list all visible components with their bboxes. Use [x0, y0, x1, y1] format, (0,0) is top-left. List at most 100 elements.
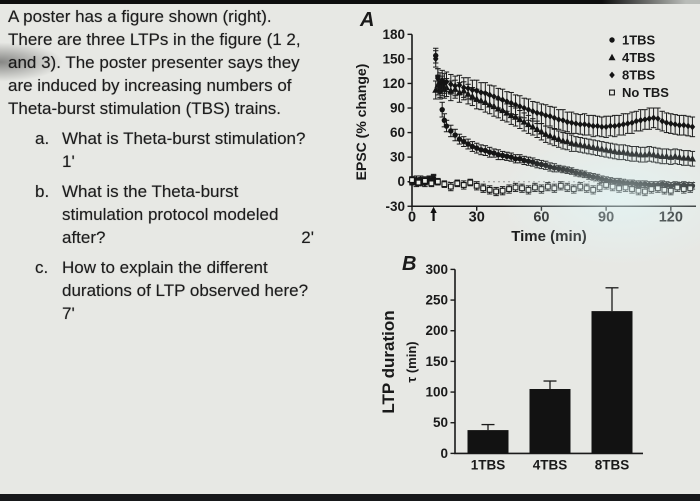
open-square-marker — [667, 187, 674, 194]
diamond-marker — [616, 121, 622, 129]
open-square-marker — [680, 186, 687, 193]
x-tick-label: 120 — [659, 210, 683, 226]
y-tick-label: 50 — [433, 415, 448, 430]
x-tick-label: 60 — [533, 210, 549, 226]
diamond-marker — [517, 102, 523, 110]
y-tick-label: 200 — [425, 323, 448, 338]
bar-8TBS — [591, 311, 633, 454]
bar-category-label: 1TBS — [471, 458, 506, 473]
panel-label-a: A — [359, 9, 374, 31]
open-square-marker — [409, 177, 415, 184]
diamond-marker — [586, 121, 592, 129]
item-label: a. — [35, 129, 50, 148]
diamond-marker — [555, 116, 562, 123]
open-square-marker — [499, 187, 506, 194]
stimulation-arrow-head — [430, 206, 437, 213]
open-square-marker — [603, 182, 610, 188]
item-text: durations of LTP observed here? — [62, 281, 309, 300]
diamond-marker — [637, 116, 644, 124]
open-square-marker — [609, 89, 615, 96]
open-square-marker — [570, 186, 577, 193]
question-line: There are three LTPs in the figure (1 2, — [8, 30, 301, 49]
item-text: What is Theta-burst stimulation? — [62, 129, 306, 148]
open-square-marker — [583, 185, 590, 192]
diamond-marker — [672, 120, 678, 128]
open-square-marker — [648, 186, 655, 193]
diamond-marker — [624, 120, 631, 127]
diamond-marker — [491, 93, 497, 100]
bar-category-label: 4TBS — [533, 458, 568, 473]
diamond-marker — [564, 118, 571, 126]
y-tick-label: 150 — [382, 51, 405, 66]
y-axis-title: LTP duration — [379, 310, 398, 413]
diamond-marker — [581, 120, 588, 128]
triangle-marker — [608, 53, 616, 61]
diamond-marker — [547, 112, 553, 120]
item-text: stimulation protocol modeled — [62, 205, 279, 224]
open-square-marker — [415, 179, 422, 186]
y-tick-label: 0 — [397, 174, 405, 189]
open-square-marker — [493, 188, 500, 195]
question-line: Theta-burst stimulation (TBS) trains. — [8, 99, 282, 118]
diamond-marker — [452, 82, 458, 90]
open-square-marker — [687, 185, 694, 192]
y-tick-label: 250 — [425, 293, 448, 308]
diamond-marker — [642, 116, 648, 123]
question-item-c: c. How to explain the different duration… — [8, 256, 358, 325]
legend-item-No-TBS: No TBS — [609, 85, 669, 100]
bottom-bezel — [0, 494, 700, 501]
open-square-marker — [557, 182, 564, 189]
question-line: and 3). The poster presenter says they — [8, 53, 300, 72]
open-square-marker — [525, 186, 532, 193]
y-tick-label: -30 — [385, 199, 405, 214]
circle-marker — [443, 123, 450, 129]
legend-item-4TBS: 4TBS — [608, 50, 656, 65]
legend-item-8TBS: 8TBS — [609, 68, 656, 83]
open-square-marker — [544, 183, 551, 190]
y-tick-label: 0 — [440, 446, 448, 461]
item-text: What is the Theta-burst — [62, 182, 239, 201]
open-square-marker — [596, 184, 603, 191]
item-label: c. — [35, 258, 49, 277]
y-axis-title: EPSC (% change) — [353, 64, 369, 181]
open-square-marker — [434, 178, 441, 185]
open-square-marker — [480, 185, 487, 192]
open-square-marker — [538, 186, 545, 193]
open-square-marker — [473, 182, 480, 189]
legend-label: No TBS — [622, 85, 669, 100]
open-square-marker — [629, 186, 635, 193]
open-square-marker — [654, 185, 661, 192]
diamond-marker — [633, 117, 640, 125]
y-axis-subtitle: τ (min) — [404, 341, 419, 382]
diamond-marker — [538, 110, 545, 118]
x-tick-label: 90 — [598, 210, 614, 226]
question-block: A poster has a figure shown (right). The… — [8, 5, 358, 325]
y-tick-label: 60 — [390, 125, 405, 140]
bar-4TBS — [529, 389, 571, 454]
open-square-marker — [622, 184, 629, 191]
y-tick-label: 180 — [382, 27, 405, 42]
diamond-marker — [685, 122, 691, 130]
open-square-marker — [512, 184, 519, 191]
open-square-marker — [467, 179, 474, 186]
panel-label-b: B — [402, 253, 416, 275]
diamond-marker — [620, 120, 627, 128]
item-time: 1' — [62, 152, 75, 171]
open-square-marker — [590, 186, 597, 193]
item-time: 2' — [301, 228, 314, 247]
diamond-marker — [609, 71, 615, 79]
diamond-marker — [465, 84, 471, 92]
bar-category-label: 8TBS — [595, 458, 630, 473]
diamond-marker — [594, 122, 601, 130]
open-square-marker — [531, 184, 538, 191]
ltp-duration-bar-chart: 0 50 100 150 200 250 300 1TBS 4TBS 8TBS LTP durati… — [379, 253, 643, 473]
item-label: b. — [35, 182, 50, 201]
diamond-marker — [525, 106, 532, 114]
diamond-marker — [512, 101, 519, 109]
question-line: A poster has a figure shown (right). — [8, 7, 272, 26]
open-square-marker — [447, 183, 454, 190]
y-tick-label: 300 — [425, 262, 448, 277]
item-time: 7' — [62, 304, 75, 323]
